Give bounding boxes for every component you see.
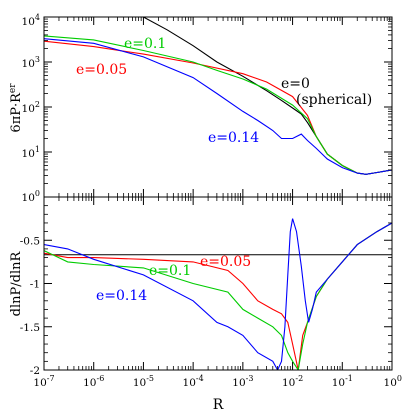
bottom-y-tick-label: -2	[30, 365, 40, 377]
bottom-y-tick-labels: -2 -1.5 -1 -0.5	[20, 235, 40, 377]
annotation-e-0.1-bottom: e=0.1	[149, 263, 191, 279]
bottom-plot-frame	[43, 196, 393, 371]
x-tick-label: 10-6	[83, 374, 104, 389]
top-tick-marks	[43, 16, 393, 198]
bottom-x-tick-labels: 10-7 10-6 10-5 10-4 10-3 10-2 10-1 100	[33, 374, 402, 389]
top-y-tick-label: 100	[22, 189, 40, 204]
top-panel: 100 101 102 103 104 6πP·Rer e=0.1 e=0.05 e=0…	[8, 13, 393, 204]
annotation-spherical: (spherical)	[296, 92, 372, 108]
bottom-y-tick-label: -0.5	[20, 235, 40, 247]
annotation-e-0.1: e=0.1	[124, 36, 166, 52]
top-y-tick-label: 104	[22, 13, 40, 28]
bottom-series-group	[44, 218, 392, 370]
x-tick-label: 10-7	[33, 374, 54, 389]
bottom-series-line-e-0-14	[44, 218, 392, 370]
x-tick-label: 100	[384, 374, 402, 389]
top-y-tick-label: 101	[22, 145, 40, 160]
x-axis-label: R	[213, 397, 224, 413]
annotation-e-0.05: e=0.05	[76, 62, 127, 78]
top-series-line-e-0-14	[44, 38, 392, 175]
bottom-y-axis-label: dlnP/dlnR	[9, 250, 24, 316]
x-tick-label: 10-1	[332, 374, 353, 389]
x-tick-label: 10-3	[232, 374, 253, 389]
x-tick-label: 10-5	[133, 374, 154, 389]
bottom-y-tick-label: -1.5	[20, 322, 40, 334]
annotation-e-0.14: e=0.14	[208, 130, 259, 146]
annotation-e-0.05-bottom: e=0.05	[200, 254, 251, 270]
annotation-e-0: e=0	[281, 76, 310, 92]
top-series-group	[44, 17, 392, 175]
bottom-tick-marks	[43, 196, 393, 371]
top-y-tick-labels: 100 101 102 103 104	[22, 13, 40, 204]
x-tick-label: 10-4	[183, 374, 204, 389]
bottom-y-tick-label: -1	[30, 279, 40, 291]
bottom-panel: -2-1.5-1-0.5 10-7 10-6 10-5 10-4 10-3 10-2 10-…	[9, 196, 402, 413]
top-y-axis-label: 6πP·Rer	[8, 83, 24, 133]
top-y-tick-label: 103	[22, 55, 40, 70]
annotation-e-0.14-bottom: e=0.14	[96, 288, 147, 304]
x-tick-label: 10-2	[282, 374, 303, 389]
top-y-tick-label: 102	[22, 100, 40, 115]
